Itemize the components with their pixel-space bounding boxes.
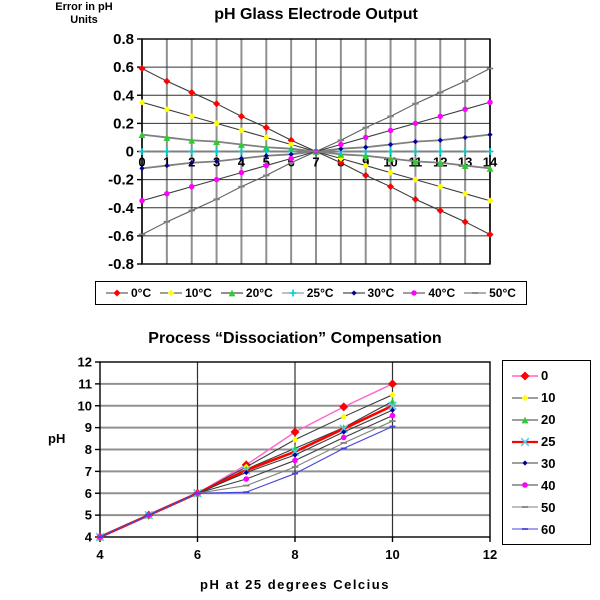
tick-label: 14 xyxy=(483,155,498,170)
legend-marker-dash-icon xyxy=(464,292,487,294)
tick-label: 8 xyxy=(291,547,298,562)
tick-label: 11 xyxy=(78,376,92,391)
chart2-y-axis-label: pH xyxy=(48,431,66,446)
tick-label: 5 xyxy=(263,155,270,170)
legend-item-10°C: 10°C xyxy=(160,286,212,300)
chart2-plot-area: 12 11 10 9 8 7 6 5 44 6 8 10 12 xyxy=(78,355,498,563)
legend-item-25: 25 xyxy=(512,434,590,449)
legend-marker-triangle-icon xyxy=(220,289,243,297)
tick-label: 4 xyxy=(96,547,104,562)
chart1-y-axis-label: Error in pH Units xyxy=(28,1,140,27)
legend-marker-diamond-icon xyxy=(512,460,538,467)
chart2-legend: 0 10 20 25 30 40 50 60 xyxy=(502,360,591,545)
chart1-legend: 0°C 10°C 20°C 25°C 30°C 40°C 50°C xyxy=(95,281,527,305)
tick-label: 6 xyxy=(194,547,201,562)
tick-label: 7 xyxy=(85,464,92,479)
legend-label: 0°C xyxy=(131,286,152,300)
legend-label: 25°C xyxy=(306,286,334,300)
legend-label: 25 xyxy=(541,434,556,450)
series-0 xyxy=(95,379,397,542)
tick-label: 4 xyxy=(238,155,246,170)
tick-label: -0.6 xyxy=(108,228,134,245)
legend-marker-diamond-icon xyxy=(160,289,183,297)
legend-item-10: 10 xyxy=(512,390,590,405)
tick-label: 4 xyxy=(85,530,93,545)
legend-marker-circle-icon xyxy=(403,290,426,296)
tick-label: 0 xyxy=(126,144,134,161)
legend-label: 40 xyxy=(541,477,556,493)
legend-label: 30°C xyxy=(367,286,395,300)
legend-item-30: 30 xyxy=(512,456,590,471)
legend-label: 50 xyxy=(541,499,556,515)
legend-item-40°C: 40°C xyxy=(403,286,455,300)
tick-label: 12 xyxy=(483,547,497,562)
legend-marker-diamond-icon xyxy=(512,394,538,402)
legend-item-60: 60 xyxy=(512,522,590,537)
legend-item-50: 50 xyxy=(512,500,590,515)
tick-label: 12 xyxy=(78,355,92,370)
tick-label: 7 xyxy=(312,155,319,170)
tick-label: 0.4 xyxy=(113,87,135,104)
legend-label: 0 xyxy=(541,368,549,384)
series-40 xyxy=(97,412,396,540)
legend-label: 10°C xyxy=(185,286,212,300)
legend-marker-triangle-icon xyxy=(512,416,538,424)
series-60 xyxy=(97,425,396,538)
legend-label: 60 xyxy=(541,521,556,537)
tick-label: 0.8 xyxy=(113,31,134,48)
legend-marker-diamond-icon xyxy=(512,371,538,381)
legend-marker-dash-icon xyxy=(512,528,538,530)
series-50°C xyxy=(138,67,494,236)
legend-item-20: 20 xyxy=(512,412,590,427)
tick-label: 0.6 xyxy=(113,59,134,76)
legend-item-25°C: 25°C xyxy=(281,286,334,300)
legend-item-20°C: 20°C xyxy=(220,286,273,300)
chart1-plot-area: 0.80.60.40.20-0.2-0.4-0.6-0.801234567891… xyxy=(108,31,498,273)
tick-label: 1 xyxy=(163,155,170,170)
chart2-x-axis-label: pH at 25 degrees Celcius xyxy=(200,577,390,592)
tick-label: 6 xyxy=(85,486,92,501)
legend-marker-x-icon xyxy=(512,437,538,446)
legend-label: 10 xyxy=(541,390,556,406)
chart1-title: pH Glass Electrode Output xyxy=(214,6,418,23)
chart2-title: Process “Dissociation” Compensation xyxy=(148,330,442,347)
tick-label: 0.2 xyxy=(113,115,134,132)
legend-label: 20 xyxy=(541,412,556,428)
legend-label: 30 xyxy=(541,455,556,471)
tick-label: 9 xyxy=(362,155,369,170)
tick-label: -0.2 xyxy=(108,172,134,189)
legend-label: 20°C xyxy=(245,286,273,300)
tick-label: -0.4 xyxy=(108,200,135,217)
legend-item-0°C: 0°C xyxy=(106,286,151,300)
tick-label: -0.8 xyxy=(108,256,134,273)
tick-label: 9 xyxy=(85,420,92,435)
chart1-y-axis-label-line2: Units xyxy=(70,14,98,26)
tick-label: 5 xyxy=(85,508,92,523)
legend-item-50°C: 50°C xyxy=(464,286,516,300)
legend-marker-diamond-icon xyxy=(106,289,128,297)
chart1-y-axis-label-line1: Error in pH xyxy=(55,1,113,13)
legend-item-30°C: 30°C xyxy=(342,286,395,300)
legend-marker-plus-icon xyxy=(281,289,304,297)
tick-label: 8 xyxy=(85,442,92,457)
legend-label: 40°C xyxy=(428,286,456,300)
tick-label: 10 xyxy=(78,398,92,413)
legend-label: 50°C xyxy=(489,286,516,300)
legend-marker-dash-icon xyxy=(512,506,538,509)
legend-marker-circle-icon xyxy=(512,482,538,489)
legend-item-0: 0 xyxy=(512,368,590,383)
legend-marker-diamond-icon xyxy=(342,290,365,296)
tick-label: 0 xyxy=(138,155,145,170)
tick-label: 10 xyxy=(385,547,399,562)
legend-item-40: 40 xyxy=(512,478,590,493)
